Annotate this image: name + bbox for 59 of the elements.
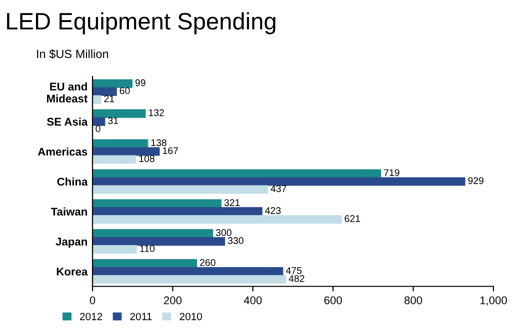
y-tick-label: Americas bbox=[38, 147, 88, 156]
bar bbox=[92, 95, 102, 104]
data-label: 437 bbox=[270, 185, 286, 192]
bar bbox=[92, 229, 214, 238]
data-label: 108 bbox=[139, 155, 154, 162]
bar bbox=[92, 117, 106, 126]
bar bbox=[92, 245, 137, 254]
data-label: 60 bbox=[120, 87, 130, 94]
bar bbox=[92, 87, 117, 96]
x-tick-label: 200 bbox=[164, 296, 182, 304]
data-label: 482 bbox=[288, 275, 304, 282]
data-label: 167 bbox=[162, 147, 178, 154]
data-label: 31 bbox=[108, 117, 118, 124]
bar bbox=[92, 259, 198, 268]
bar bbox=[92, 185, 268, 194]
data-label: 260 bbox=[200, 259, 216, 266]
bar bbox=[92, 215, 342, 224]
bar bbox=[92, 177, 466, 186]
data-label: 21 bbox=[104, 95, 114, 102]
bar bbox=[92, 199, 222, 208]
x-tick-label: 0 bbox=[90, 296, 96, 304]
chart-title: LED Equipment Spending bbox=[7, 12, 276, 34]
data-label: 330 bbox=[228, 237, 244, 244]
bar bbox=[92, 147, 160, 156]
data-label: 475 bbox=[286, 267, 302, 274]
legend-label: 2010 bbox=[180, 312, 202, 320]
y-tick-label: Japan bbox=[56, 238, 87, 248]
y-tick-label: Korea bbox=[56, 268, 88, 276]
data-label: 621 bbox=[344, 215, 360, 222]
data-label: 0 bbox=[96, 125, 100, 132]
data-label: 321 bbox=[224, 199, 240, 206]
legend-label: 2012 bbox=[80, 312, 102, 320]
data-label: 300 bbox=[216, 229, 232, 236]
bar bbox=[92, 267, 284, 276]
x-tick-label: 1,000 bbox=[480, 296, 507, 306]
bar bbox=[92, 275, 286, 284]
y-tick-label: Taiwan bbox=[50, 207, 87, 216]
bar bbox=[92, 139, 148, 148]
y-tick-label: China bbox=[57, 177, 88, 186]
data-label: 719 bbox=[384, 169, 400, 176]
data-label: 929 bbox=[468, 177, 484, 184]
data-label: 132 bbox=[148, 109, 164, 116]
data-label: 110 bbox=[140, 245, 155, 252]
bar bbox=[92, 79, 132, 88]
x-tick-label: 600 bbox=[324, 296, 342, 304]
bar bbox=[92, 155, 136, 164]
bar bbox=[92, 169, 382, 178]
y-tick-label: EU and Mideast bbox=[47, 82, 88, 102]
bar bbox=[92, 207, 262, 216]
x-tick-label: 400 bbox=[244, 296, 262, 304]
chart-subtitle: In $US Million bbox=[37, 49, 108, 59]
data-label: 423 bbox=[265, 207, 281, 214]
bar bbox=[92, 237, 226, 246]
legend-label: 2011 bbox=[130, 312, 152, 320]
y-tick-label: SE Asia bbox=[47, 118, 88, 126]
data-label: 138 bbox=[151, 139, 166, 146]
x-tick-label: 800 bbox=[404, 296, 422, 304]
bar bbox=[92, 109, 146, 118]
data-label: 99 bbox=[135, 79, 146, 86]
